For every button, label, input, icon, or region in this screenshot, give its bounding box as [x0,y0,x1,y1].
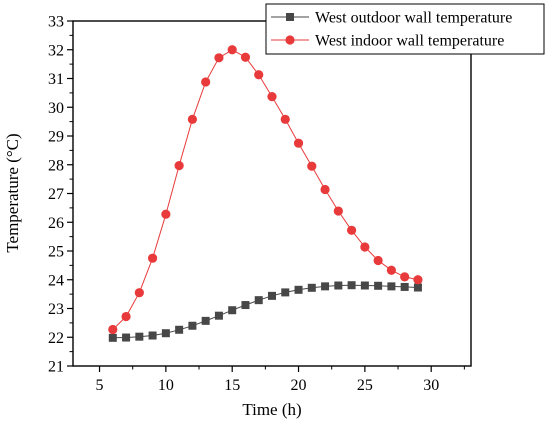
series-1 [108,281,422,342]
y-tick-label: 21 [48,359,64,376]
data-point [268,291,276,300]
data-point [228,306,237,315]
series-2 [108,45,423,335]
y-tick-label: 32 [48,42,64,59]
y-tick-label: 24 [48,272,64,289]
data-point [320,184,330,195]
data-point [108,333,117,342]
data-point [227,45,237,55]
legend-marker [286,13,294,21]
y-tick-label: 30 [48,100,64,117]
data-point [201,316,210,325]
data-point [307,283,316,292]
x-tick-label: 25 [357,377,373,394]
x-tick-label: 15 [224,377,240,394]
y-tick-label: 25 [48,244,64,261]
x-axis-title: Time (h) [242,400,301,419]
series-line [112,49,419,330]
data-point [347,225,357,235]
x-tick-label: 30 [423,377,439,394]
data-point [135,332,144,341]
data-point [360,281,369,290]
y-axis: 21 22 23 24 25 26 27 28 29 30 31 32 33 [48,14,73,376]
data-point [360,242,370,252]
data-point [214,53,224,63]
legend-marker [285,35,295,45]
x-tick-label: 20 [291,377,307,394]
data-point [374,281,383,290]
y-tick-label: 31 [48,71,64,88]
x-axis: 5 10 15 20 25 30 [96,366,465,394]
data-point [334,281,343,290]
data-point [387,282,396,291]
data-point [413,275,423,285]
y-axis-title: Temperature (°C) [3,133,22,252]
y-tick-label: 33 [48,14,64,31]
data-point [294,285,303,294]
data-point [267,92,277,102]
data-point [240,52,251,62]
x-tick-label: 10 [158,377,174,394]
y-tick-label: 23 [48,301,64,318]
legend-label: West indoor wall temperature [315,33,504,50]
data-point [400,282,409,291]
series-layer [108,45,423,342]
x-tick-label: 5 [96,377,104,394]
data-point [214,311,223,320]
y-tick-label: 28 [48,157,64,174]
y-tick-label: 27 [48,186,64,203]
data-point [175,325,184,334]
data-point [121,311,131,322]
legend-box [265,3,545,55]
legend-label: West outdoor wall temperature [315,10,512,27]
data-point [187,114,197,124]
data-point [373,255,383,266]
data-point [281,288,290,297]
data-point [321,282,330,291]
data-point [307,161,317,171]
data-point [333,206,343,216]
data-point [174,161,184,171]
data-point [148,331,157,340]
data-point [254,296,263,305]
data-point [413,283,422,292]
legend-item: West outdoor wall temperature [271,10,512,27]
data-point [280,114,290,124]
data-point [241,301,250,310]
plot-frame [72,20,472,367]
data-point [122,333,131,342]
data-point [148,253,158,263]
data-point [293,138,304,148]
data-point [108,324,118,335]
data-point [161,329,170,338]
legend-item: West indoor wall temperature [271,33,504,50]
data-point [347,281,356,290]
data-point [188,321,197,330]
data-point [201,77,211,87]
data-point [161,209,171,219]
data-point [400,272,410,282]
data-point [254,70,264,80]
data-point [386,265,396,275]
y-tick-label: 26 [48,215,64,232]
y-tick-label: 29 [48,129,64,146]
legend: West outdoor wall temperature West indoor… [265,3,545,55]
data-point [134,288,144,298]
y-tick-label: 22 [48,330,64,347]
series-line [112,284,418,339]
